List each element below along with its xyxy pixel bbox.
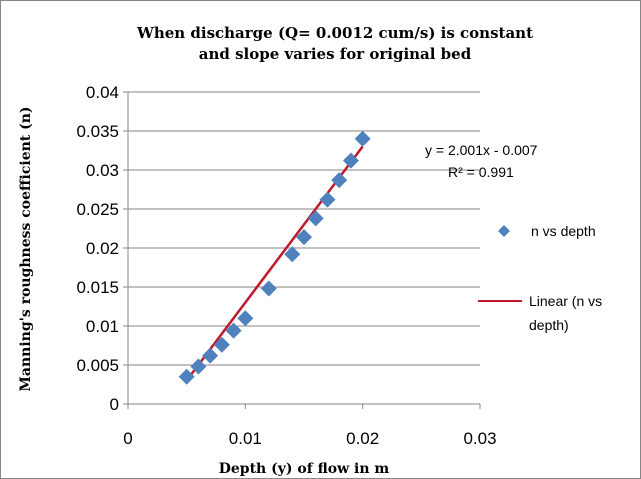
data-point — [342, 152, 359, 169]
data-point — [331, 172, 348, 189]
y-tick-label: 0.035 — [76, 122, 119, 141]
y-tick-label: 0 — [110, 395, 119, 414]
trendline-r-squared: R² = 0.991 — [448, 164, 514, 180]
data-point — [178, 368, 195, 385]
chart-title-line-1: When discharge (Q= 0.0012 cum/s) is cons… — [136, 24, 533, 42]
y-tick-label: 0.005 — [76, 356, 119, 375]
y-tick-label: 0.04 — [86, 83, 119, 102]
x-tick-label: 0.01 — [229, 429, 262, 448]
x-tick-label: 0.02 — [346, 429, 379, 448]
gridlines — [123, 91, 480, 405]
chart-title-line-2: and slope varies for original bed — [199, 45, 472, 63]
trendline-line — [185, 145, 364, 382]
data-point — [260, 280, 277, 297]
data-point — [284, 246, 301, 263]
data-point — [354, 130, 371, 147]
x-tick-label: 0 — [123, 429, 132, 448]
legend: n vs depth Linear (n vs depth) — [478, 223, 602, 333]
x-axis-title: Depth (y) of flow in m — [219, 461, 390, 477]
y-tick-label: 0.025 — [76, 200, 119, 219]
data-point — [237, 310, 254, 327]
y-tick-label: 0.015 — [76, 278, 119, 297]
y-tick-label: 0.02 — [86, 239, 119, 258]
data-point — [190, 358, 207, 375]
data-point — [307, 210, 324, 227]
trendline — [185, 145, 364, 382]
x-axis-tick-labels: 0 0.01 0.02 0.03 — [123, 429, 496, 448]
data-points — [178, 130, 371, 385]
legend-series-label: n vs depth — [531, 223, 596, 239]
legend-trendline-label-line-1: Linear (n vs — [529, 293, 602, 309]
y-axis-tick-labels: 0 0.005 0.01 0.015 0.02 0.025 0.03 0.035 0.04 — [76, 83, 119, 414]
data-point — [213, 336, 230, 353]
legend-diamond-marker-icon — [498, 225, 510, 237]
data-point — [225, 322, 242, 339]
legend-trendline-label-line-2: depth) — [529, 317, 569, 333]
chart-title: When discharge (Q= 0.0012 cum/s) is cons… — [136, 24, 533, 63]
axes — [127, 92, 481, 409]
y-tick-label: 0.01 — [86, 317, 119, 336]
data-point — [296, 229, 312, 246]
x-tick-label: 0.03 — [463, 429, 496, 448]
data-point — [202, 347, 219, 364]
data-point — [319, 191, 336, 208]
trendline-equation: y = 2.001x - 0.007 — [425, 142, 538, 158]
y-axis-title: Manning's roughness coefficient (n) — [18, 106, 34, 391]
y-tick-label: 0.03 — [86, 161, 119, 180]
